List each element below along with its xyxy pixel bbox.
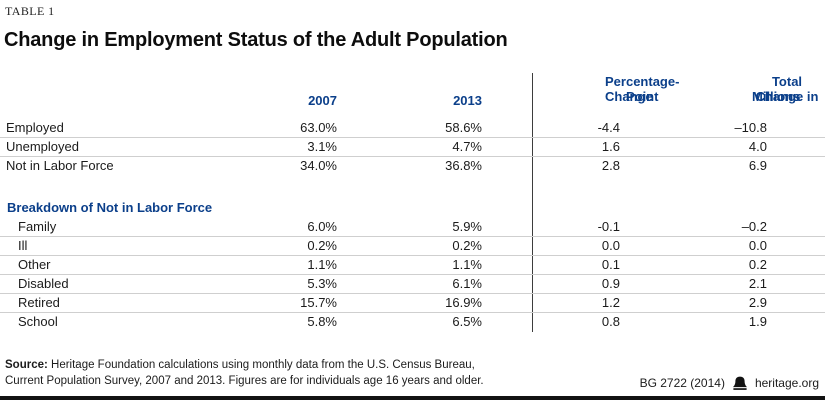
site-url: heritage.org <box>754 376 819 390</box>
cell-2013: 5.9% <box>452 219 482 234</box>
table-body: Employed 63.0% 58.6% -4.4 –10.8 Unemploy… <box>0 119 825 332</box>
cell-total-change: –10.8 <box>734 120 767 135</box>
column-header-2007: 2007 <box>308 93 337 108</box>
cell-2007: 1.1% <box>307 257 337 272</box>
doc-ref-text: BG 2722 (2014) <box>639 376 725 390</box>
column-divider-line <box>532 73 533 332</box>
table-row-disabled: Disabled 5.3% 6.1% 0.9 2.1 <box>0 275 825 294</box>
page-title: Change in Employment Status of the Adult… <box>4 29 508 51</box>
cell-total-change: 0.2 <box>748 257 767 272</box>
publication-reference: BG 2722 (2014) heritage.org <box>640 376 819 390</box>
cell-total-change: 4.0 <box>748 139 767 154</box>
table-row-family: Family 6.0% 5.9% -0.1 –0.2 <box>0 218 825 237</box>
cell-2013: 4.7% <box>452 139 482 154</box>
cell-2007: 63.0% <box>300 120 337 135</box>
table-row-unemployed: Unemployed 3.1% 4.7% 1.6 4.0 <box>0 138 825 157</box>
cell-2013: 6.5% <box>452 314 482 329</box>
row-label: Family <box>18 219 57 234</box>
row-label: Employed <box>6 120 64 135</box>
section-heading-breakdown: Breakdown of Not in Labor Force <box>7 200 213 215</box>
cell-2007: 6.0% <box>307 219 337 234</box>
table-header-row: 2007 2013 Percentage-Point Change Total C… <box>0 73 825 109</box>
table-row-not-in-labor-force: Not in Labor Force 34.0% 36.8% 2.8 6.9 <box>0 157 825 176</box>
cell-total-change: 2.9 <box>748 295 767 310</box>
cell-pp-change: 1.6 <box>601 139 620 154</box>
cell-2013: 36.8% <box>445 158 482 173</box>
cell-2013: 0.2% <box>452 238 482 253</box>
cell-total-change: –0.2 <box>741 219 767 234</box>
cell-2007: 0.2% <box>307 238 337 253</box>
row-label: Unemployed <box>6 139 79 154</box>
cell-2007: 3.1% <box>307 139 337 154</box>
cell-pp-change: 0.0 <box>601 238 620 253</box>
cell-pp-change: 0.8 <box>601 314 620 329</box>
cell-2007: 34.0% <box>300 158 337 173</box>
cell-2013: 16.9% <box>445 295 482 310</box>
cell-2013: 58.6% <box>445 120 482 135</box>
cell-pp-change: 0.1 <box>601 257 620 272</box>
cell-2007: 15.7% <box>300 295 337 310</box>
employment-table: 2007 2013 Percentage-Point Change Total C… <box>0 73 825 332</box>
footer-bar <box>0 396 825 400</box>
row-label: Ill <box>18 238 28 253</box>
cell-total-change: 6.9 <box>748 158 767 173</box>
cell-pp-change: -4.4 <box>597 120 620 135</box>
column-header-percentage-point-change: Percentage-Point Change <box>605 74 680 104</box>
table-row-school: School 5.8% 6.5% 0.8 1.9 <box>0 313 825 332</box>
column-header-2013: 2013 <box>453 93 482 108</box>
cell-2007: 5.8% <box>307 314 337 329</box>
row-label: Not in Labor Force <box>6 158 114 173</box>
table-row-employed: Employed 63.0% 58.6% -4.4 –10.8 <box>0 119 825 138</box>
source-note: Source: Heritage Foundation calculations… <box>5 359 484 387</box>
table-row-ill: Ill 0.2% 0.2% 0.0 0.0 <box>0 237 825 256</box>
column-header-total-change: Total Change in Millions <box>752 74 819 104</box>
row-label: Disabled <box>18 276 69 291</box>
cell-2013: 6.1% <box>452 276 482 291</box>
source-label: Source: <box>5 359 48 371</box>
row-label: Retired <box>18 295 60 310</box>
row-label: School <box>18 314 58 329</box>
liberty-bell-icon <box>732 376 748 390</box>
cell-total-change: 0.0 <box>748 238 767 253</box>
cell-pp-change: -0.1 <box>597 219 620 234</box>
table-number-label: TABLE 1 <box>5 4 55 18</box>
cell-pp-change: 0.9 <box>601 276 620 291</box>
cell-total-change: 1.9 <box>748 314 767 329</box>
table-row-retired: Retired 15.7% 16.9% 1.2 2.9 <box>0 294 825 313</box>
row-label: Other <box>18 257 51 272</box>
table-row-other: Other 1.1% 1.1% 0.1 0.2 <box>0 256 825 275</box>
cell-2013: 1.1% <box>452 257 482 272</box>
cell-2007: 5.3% <box>307 276 337 291</box>
cell-pp-change: 2.8 <box>601 158 620 173</box>
cell-total-change: 2.1 <box>748 276 767 291</box>
cell-pp-change: 1.2 <box>601 295 620 310</box>
